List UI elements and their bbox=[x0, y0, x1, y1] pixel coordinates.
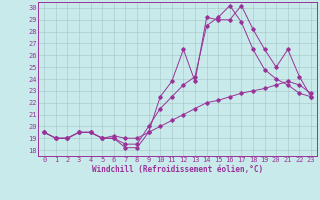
X-axis label: Windchill (Refroidissement éolien,°C): Windchill (Refroidissement éolien,°C) bbox=[92, 165, 263, 174]
